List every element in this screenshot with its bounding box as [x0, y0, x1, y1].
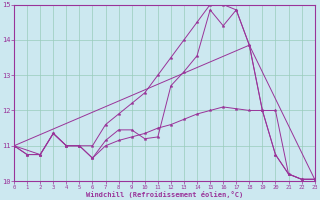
X-axis label: Windchill (Refroidissement éolien,°C): Windchill (Refroidissement éolien,°C)	[86, 191, 243, 198]
